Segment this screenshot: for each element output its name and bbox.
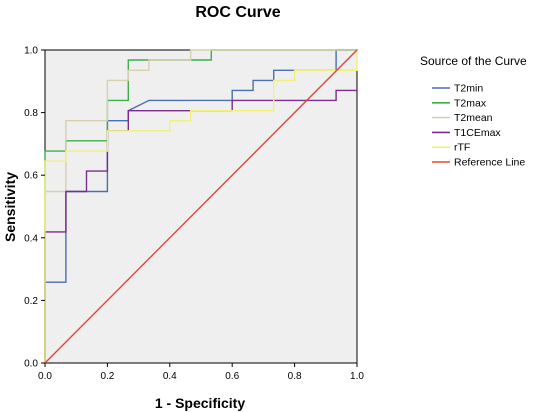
legend-items: T2min T2max T2mean T1CEmax rTF Reference Line: [432, 83, 525, 169]
legend-label: Reference Line: [454, 157, 525, 169]
x-tick-label: 0.8: [288, 371, 302, 382]
y-tick-label: 0.8: [24, 108, 38, 119]
series-layer: [44, 49, 358, 364]
y-tick-label: 0.6: [24, 171, 38, 182]
legend: Source of the Curve T2min T2max T2mean T1CE…: [420, 54, 527, 169]
legend-label: T2mean: [454, 112, 493, 124]
x-tick-label: 1.0: [350, 371, 364, 382]
x-tick-label: 0.0: [38, 371, 52, 382]
y-tick-label: 0.4: [24, 233, 38, 244]
legend-label: T1CEmax: [454, 127, 501, 139]
legend-label: T2max: [454, 97, 487, 109]
x-tick-label: 0.2: [100, 371, 114, 382]
legend-label: T2min: [454, 83, 483, 95]
x-axis-label: 1 - Specificity: [155, 395, 245, 411]
legend-label: rTF: [454, 142, 470, 154]
x-tick-label: 0.4: [163, 371, 177, 382]
series-line-reference-line: [44, 49, 358, 364]
y-axis-label: Sensitivity: [2, 172, 18, 242]
chart-title: ROC Curve: [195, 4, 280, 21]
legend-title: Source of the Curve: [420, 54, 527, 68]
x-tick-label: 0.6: [225, 371, 239, 382]
y-tick-label: 0.2: [24, 296, 38, 307]
y-tick-label: 0.0: [24, 359, 38, 370]
axes-layer: 0.0 0.2 0.4 0.6 0.8 1.0 0.0 0.2 0.4 0.6 0.8 1.0: [24, 46, 364, 383]
series-line-rtf: [44, 50, 358, 363]
y-tick-label: 1.0: [24, 46, 38, 57]
